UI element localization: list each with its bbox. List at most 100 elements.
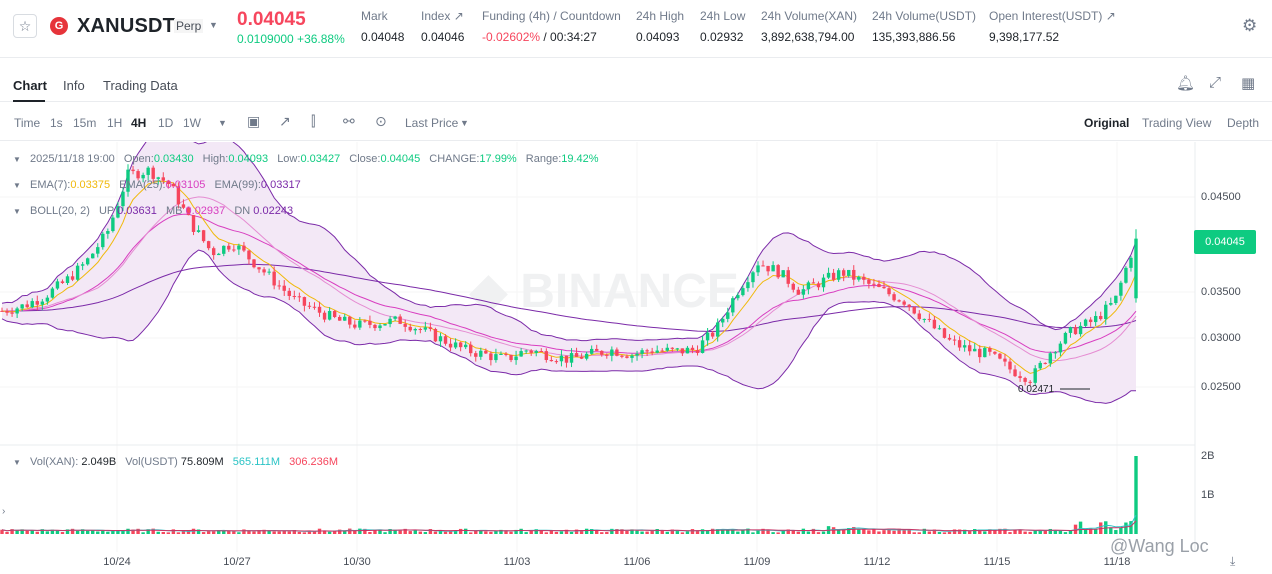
volume-bar — [267, 530, 271, 534]
candle-body — [1028, 381, 1032, 383]
volume-bar — [600, 532, 604, 534]
candle-body — [847, 269, 851, 276]
candle-body — [574, 353, 579, 357]
volume-bar — [494, 530, 498, 534]
volume-bar — [398, 529, 402, 534]
volume-bar — [685, 531, 690, 534]
tab-info[interactable]: Info — [63, 78, 85, 93]
volume-bar — [892, 530, 896, 534]
stat-open-interest[interactable]: Open Interest(USDT) ↗ 9,398,177.52 — [989, 9, 1116, 44]
calendar-icon[interactable]: ▣ — [247, 113, 261, 129]
candle-body — [282, 285, 286, 291]
stat-mark: Mark 0.04048 — [361, 9, 404, 44]
candle-body — [206, 241, 211, 249]
layout-grid-icon[interactable]: ▦ — [1241, 75, 1256, 92]
funding-countdown: / 00:34:27 — [540, 30, 597, 44]
x-tick-label: 11/03 — [503, 556, 531, 568]
price-type-dropdown-icon[interactable]: ▼ — [460, 118, 469, 128]
candle-body — [5, 311, 9, 313]
candle-body — [887, 288, 891, 295]
volume-bar — [781, 530, 785, 534]
candle-body — [252, 259, 256, 268]
range-label: Range: — [525, 153, 562, 165]
stat-label: 24h Volume(XAN) — [761, 9, 858, 23]
volume-bar — [70, 528, 75, 534]
volume-bar — [272, 531, 276, 534]
volume-bar — [75, 530, 80, 534]
candle-type-icon[interactable]: ⫿ — [311, 113, 316, 129]
volume-bar — [403, 528, 407, 534]
candle-body — [877, 283, 881, 287]
volume-bar — [902, 530, 906, 534]
volume-bar — [146, 529, 150, 534]
candle-body — [1073, 327, 1078, 335]
scroll-to-latest-icon[interactable]: ⤓ — [1230, 554, 1236, 568]
volume-bar — [413, 530, 417, 534]
stat-value: 135,393,886.56 — [872, 30, 956, 44]
stat-index[interactable]: Index ↗ 0.04046 — [421, 9, 464, 44]
volume-bar — [484, 531, 488, 534]
volume-bar — [610, 528, 614, 534]
volume-bar — [534, 529, 538, 534]
indicators-icon[interactable]: ⚯ — [343, 113, 355, 129]
line-tool-icon[interactable]: ↗ — [279, 113, 291, 129]
volume-bar — [438, 531, 443, 534]
favorite-star-icon[interactable]: ☆ — [13, 14, 37, 38]
interval-1s[interactable]: 1s — [50, 116, 63, 130]
volume-bar — [1038, 530, 1042, 534]
volume-bar — [917, 532, 921, 534]
bell-icon[interactable]: 🔔︎ — [1176, 75, 1196, 92]
interval-1w[interactable]: 1W — [183, 116, 201, 130]
interval-15m[interactable]: 15m — [73, 116, 97, 130]
price-type-select[interactable]: Last Price — [405, 116, 459, 130]
interval-more-icon[interactable]: ▼ — [218, 118, 227, 128]
candle-body — [15, 308, 19, 314]
stat-value: 0.04046 — [421, 30, 465, 44]
symbol-dropdown-icon[interactable]: ▼ — [209, 20, 218, 30]
candle-body — [655, 350, 659, 353]
volume-bar — [474, 530, 478, 534]
candle-body — [237, 245, 241, 250]
interval-4h[interactable]: 4H — [131, 116, 147, 130]
volume-bar — [463, 528, 468, 534]
volume-bar — [222, 530, 226, 534]
volume-bar — [307, 531, 312, 534]
x-tick-label: 11/12 — [863, 556, 891, 568]
candle-body — [771, 265, 775, 272]
candle-body — [670, 347, 675, 349]
eye-icon[interactable]: ▼ — [13, 181, 21, 190]
volume-bar — [559, 531, 564, 534]
interval-time[interactable]: Time — [14, 116, 41, 130]
tab-trading-data[interactable]: Trading Data — [103, 78, 178, 93]
eye-icon[interactable]: ▼ — [13, 155, 21, 164]
volume-bar — [368, 531, 372, 534]
interval-1d[interactable]: 1D — [158, 116, 174, 130]
x-tick-label: 11/09 — [743, 556, 771, 568]
stat-label: 24h High — [636, 9, 685, 23]
view-trading-view[interactable]: Trading View — [1142, 116, 1212, 130]
candle-body — [121, 191, 125, 207]
scroll-left-icon[interactable]: › — [2, 506, 6, 517]
candle-body — [20, 304, 24, 309]
view-original[interactable]: Original — [1084, 116, 1130, 130]
volume-bar — [282, 530, 286, 534]
eye-icon[interactable]: ▼ — [13, 207, 21, 216]
kline-chart[interactable]: ◆ BINANCE ▼ 2025/11/18 19:00 Open:0.0343… — [0, 142, 1272, 574]
volume-bar — [166, 532, 171, 534]
eye-icon[interactable]: ▼ — [13, 458, 21, 467]
chart-settings-icon[interactable]: ⊙ — [375, 113, 387, 129]
candle-body — [695, 349, 700, 353]
volume-bar — [554, 531, 559, 534]
volume-bar — [232, 531, 236, 534]
candle-body — [927, 318, 932, 320]
candle-body — [554, 361, 559, 363]
symbol-name[interactable]: XANUSDT — [77, 15, 176, 37]
kline-chart-canvas: ◆ BINANCE — [0, 142, 1196, 552]
candle-body — [302, 297, 307, 306]
view-depth[interactable]: Depth — [1227, 116, 1260, 130]
settings-gear-icon[interactable]: ⚙ — [1242, 16, 1258, 35]
candle-body — [469, 344, 473, 354]
fullscreen-icon[interactable]: ⤢ — [1209, 74, 1222, 91]
tab-chart[interactable]: Chart — [13, 78, 47, 93]
interval-1h[interactable]: 1H — [107, 116, 123, 130]
